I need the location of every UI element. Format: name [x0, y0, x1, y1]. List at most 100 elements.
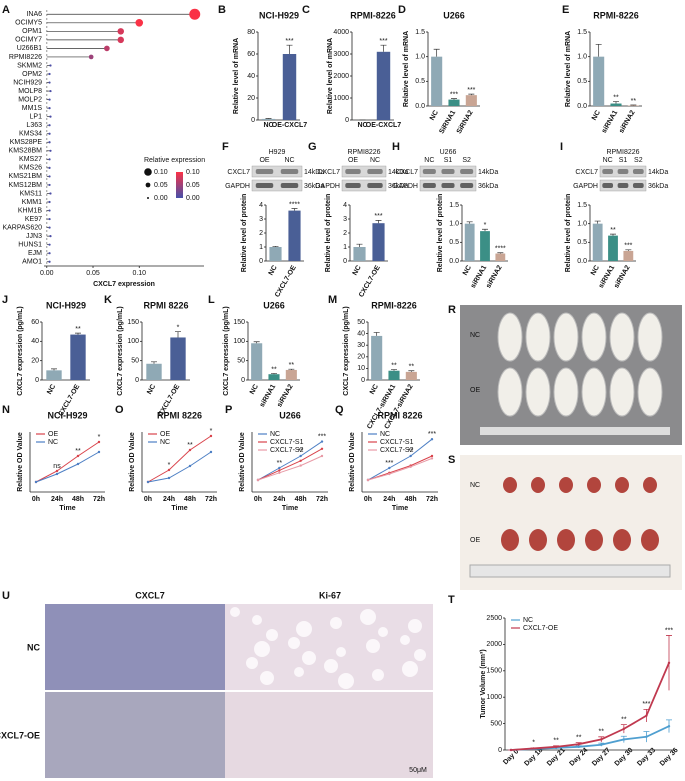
error-bar [620, 724, 627, 734]
blot-band [602, 169, 614, 174]
x-tick-label: NC [352, 264, 363, 276]
lane-label: NC [284, 157, 294, 164]
y-tick-label: 4000 [333, 29, 349, 36]
y-tick-label: OCIMY7 [15, 37, 42, 44]
y-tick-label: 2000 [486, 641, 502, 648]
error-bar [265, 118, 272, 119]
significance: ** [187, 442, 193, 449]
y-tick-label: 3 [343, 216, 347, 223]
significance: *** [642, 701, 650, 708]
y-tick-label: KMS26 [19, 165, 42, 172]
dot [48, 132, 51, 135]
photo-label: NC [470, 482, 480, 489]
point [188, 448, 192, 452]
column-title: CXCL7 [135, 590, 165, 600]
bar [146, 363, 162, 380]
y-tick-label: 1000 [333, 95, 349, 102]
lane-label: OE [348, 157, 358, 164]
blot-band [367, 183, 383, 188]
dot [48, 141, 51, 144]
y-tick-label: 80 [247, 29, 255, 36]
adipocyte [288, 637, 300, 649]
blot-band [441, 183, 455, 188]
dot [48, 200, 51, 204]
legend-label: 0.05 [154, 182, 168, 189]
error-bar [598, 742, 605, 747]
adipocyte [414, 649, 426, 661]
x-tick-label: 24h [383, 496, 395, 503]
blot-band [280, 183, 299, 188]
y-tick-label: OPM2 [22, 71, 42, 78]
chart-title: NCI-H929 [259, 10, 299, 20]
dot [48, 260, 51, 263]
colorbar-label: 0.05 [186, 182, 200, 189]
error-bar [451, 98, 457, 100]
point [320, 454, 324, 458]
error-bar [497, 252, 504, 254]
x-axis-label: Time [171, 505, 187, 512]
panel-letter: N [2, 404, 10, 416]
y-tick-label: 2500 [486, 615, 502, 622]
chart-title: NCI-H929 [47, 410, 87, 420]
y-tick-label: 2 [259, 230, 263, 237]
x-tick-label: 72h [93, 496, 105, 503]
y-tick-label: KARPAS620 [2, 224, 42, 231]
x-tick-label: 0h [32, 496, 40, 503]
y-tick-label: SKMM2 [17, 62, 42, 69]
blot-band [617, 169, 629, 174]
error-bar [598, 736, 605, 743]
y-tick-label: 0 [345, 117, 349, 124]
significance: ** [613, 94, 619, 101]
blot-band [617, 183, 629, 188]
y-axis-label: Relative level of mRNA [565, 31, 572, 107]
size-label: 36kDa [648, 183, 668, 190]
bar [251, 343, 263, 380]
tumor [501, 529, 519, 551]
x-tick-label: NC [268, 264, 279, 276]
adipocyte [378, 627, 388, 637]
adipocyte [294, 667, 304, 677]
y-tick-label: 0.5 [577, 239, 587, 246]
x-tick-label: 24h [163, 496, 175, 503]
dot [48, 124, 51, 127]
blot-band [280, 169, 299, 174]
point [97, 450, 101, 454]
series-line [257, 455, 323, 481]
error-bar [620, 735, 627, 743]
blot-band [422, 169, 436, 174]
x-tick-label: 0.05 [86, 270, 100, 277]
panel-letter: E [562, 4, 569, 16]
series-line [510, 662, 670, 751]
row-label: CXCL7 [395, 169, 418, 176]
y-tick-label: 1000 [486, 694, 502, 701]
bar [285, 369, 297, 380]
panel-letter: S [448, 454, 455, 466]
mouse [553, 312, 579, 362]
error-bar [666, 635, 672, 691]
error-bar [288, 368, 295, 370]
error-bar [175, 331, 181, 338]
adipocyte [324, 659, 338, 673]
point [76, 454, 80, 458]
y-tick-label: OPM1 [22, 28, 42, 35]
x-tick-label: 24h [273, 496, 285, 503]
point [320, 440, 324, 443]
x-tick-label: NC [590, 264, 601, 276]
panel-letter: K [104, 294, 112, 306]
bar [269, 247, 282, 261]
y-tick-label: 0.0 [577, 103, 587, 110]
legend-dot [147, 197, 149, 199]
significance: ** [75, 326, 81, 333]
point [167, 468, 171, 472]
significance: ** [631, 98, 637, 105]
x-tick-label: NC [462, 264, 473, 276]
legend-label: CXCL7-S2 [380, 447, 414, 454]
chart-title: U266 [263, 300, 285, 310]
significance: *** [374, 213, 382, 220]
error-bar [253, 341, 260, 344]
y-axis-label: Relative level of protein [241, 194, 248, 273]
row-label: GAPDH [225, 183, 250, 190]
error-bar [151, 361, 157, 364]
size-label: 14kDa [388, 169, 408, 176]
